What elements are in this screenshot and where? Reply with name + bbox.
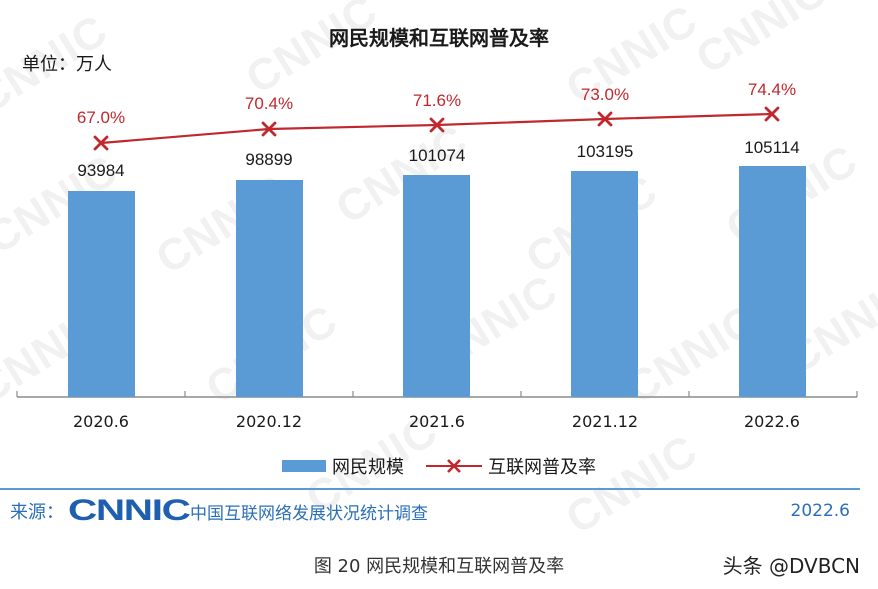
line-series — [100, 112, 773, 145]
x-marker-icon — [93, 135, 109, 151]
bar-2020-6 — [68, 191, 135, 397]
x-marker-icon — [764, 106, 780, 122]
line-value-label: 74.4% — [748, 80, 796, 99]
chart-legend: 网民规模 互联网普及率 — [0, 453, 878, 479]
x-tick-label: 2021.6 — [409, 412, 465, 431]
bar-value-label: 98899 — [245, 150, 292, 169]
x-tick-label: 2021.12 — [572, 412, 638, 431]
survey-name: 中国互联网络发展状况统计调查 — [190, 503, 428, 524]
bar-2020-12 — [236, 180, 303, 397]
bar-value-label: 101074 — [409, 146, 466, 165]
report-date: 2022.6 — [790, 501, 850, 521]
line-x-marker-icon — [426, 459, 482, 473]
source-footer: 来源： CNNIC 中国互联网络发展状况统计调查 2022.6 — [10, 494, 850, 528]
x-tick-label: 2020.12 — [236, 412, 302, 431]
bar-value-label: 93984 — [77, 161, 124, 180]
bar-value-label: 105114 — [744, 138, 799, 157]
chart-title: 网民规模和互联网普及率 — [329, 26, 549, 50]
bar-series — [68, 166, 806, 397]
legend-item-line: 互联网普及率 — [426, 453, 596, 479]
line-value-label: 73.0% — [581, 85, 629, 104]
line-markers — [93, 106, 780, 151]
figure-caption: 图 20 网民规模和互联网普及率 — [313, 556, 565, 577]
legend-item-bar: 网民规模 — [282, 453, 404, 479]
source-label: 来源： — [10, 502, 64, 523]
line-value-label: 70.4% — [245, 94, 293, 113]
chart-plot: 93984 98899 101074 103195 105114 67.0% 7… — [16, 80, 858, 431]
bar-value-label: 103195 — [577, 142, 634, 161]
x-tick-label: 2022.6 — [744, 412, 800, 431]
line-value-label: 71.6% — [413, 91, 461, 110]
legend-label: 互联网普及率 — [488, 457, 596, 478]
credit-watermark: 头条 @DVBCN — [722, 554, 860, 578]
legend-label: 网民规模 — [332, 457, 404, 478]
bar-2021-12 — [571, 171, 638, 397]
x-tick-label: 2020.6 — [73, 412, 129, 431]
unit-label: 单位：万人 — [22, 54, 112, 75]
footer-divider — [0, 488, 860, 490]
x-marker-icon — [261, 121, 277, 137]
cnnic-logo: CNNIC — [68, 494, 191, 527]
x-marker-icon — [597, 111, 613, 127]
line-value-label: 67.0% — [77, 108, 125, 127]
bar-2021-6 — [403, 175, 470, 397]
bar-2022-6 — [739, 166, 806, 397]
x-marker-icon — [429, 117, 445, 133]
x-axis-ticks — [16, 391, 858, 397]
bar-swatch-icon — [282, 460, 326, 472]
